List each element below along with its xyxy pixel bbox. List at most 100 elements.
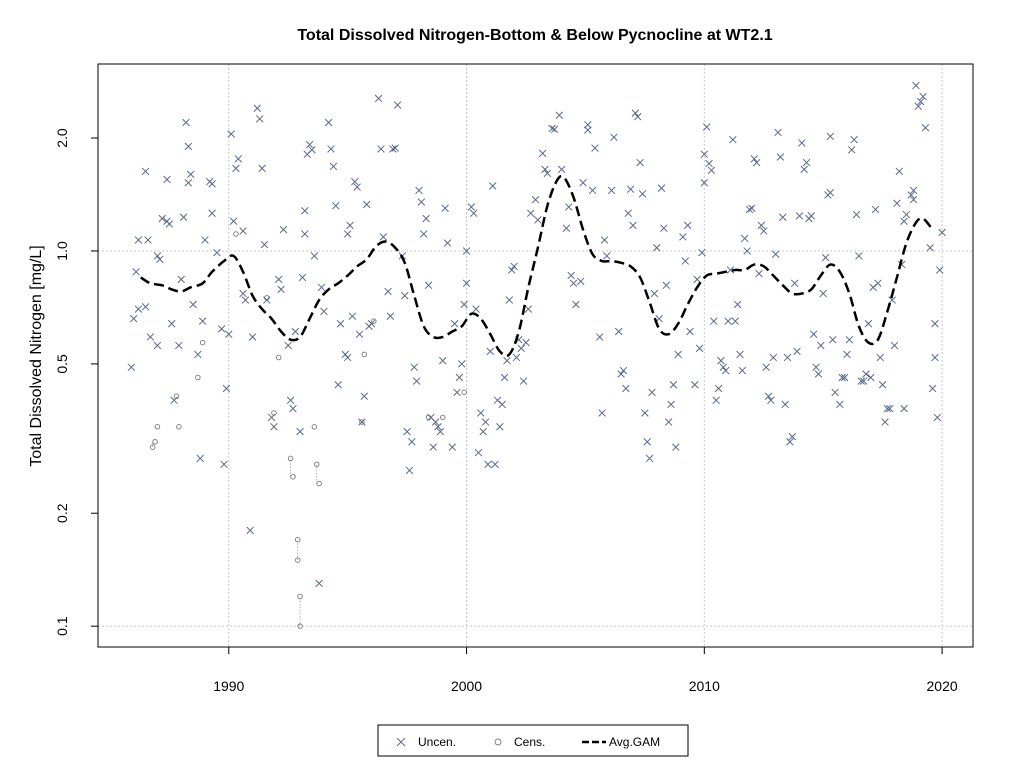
uncensored-point xyxy=(279,225,288,234)
censored-point xyxy=(314,461,320,468)
uncensored-point xyxy=(362,200,371,209)
censored-point xyxy=(290,474,296,480)
uncensored-point xyxy=(186,170,195,179)
uncensored-point xyxy=(600,236,609,244)
uncensored-point xyxy=(289,404,297,413)
uncensored-point xyxy=(534,216,542,224)
uncensored-point xyxy=(760,227,768,235)
uncensored-point xyxy=(393,101,402,109)
uncensored-point xyxy=(693,275,701,284)
uncensored-point xyxy=(624,209,632,218)
uncensored-point xyxy=(931,353,939,362)
uncensored-point xyxy=(876,353,885,362)
uncensored-point xyxy=(838,373,846,382)
uncensored-point xyxy=(229,217,238,226)
uncensored-point xyxy=(503,356,511,365)
uncensored-point xyxy=(424,281,433,290)
uncensored-point xyxy=(377,145,385,153)
uncensored-point xyxy=(836,400,844,409)
gam-line xyxy=(140,174,934,358)
uncensored-point xyxy=(562,224,571,232)
censored-point xyxy=(294,536,301,543)
uncensored-point xyxy=(653,243,661,252)
uncensored-point xyxy=(645,454,654,463)
uncensored-point xyxy=(512,353,521,362)
uncensored-point xyxy=(886,404,894,413)
uncensored-point xyxy=(622,384,630,393)
uncensored-point xyxy=(776,153,785,161)
uncensored-point xyxy=(798,139,806,147)
uncensored-point xyxy=(633,112,642,121)
uncensored-point xyxy=(909,186,918,195)
uncensored-point xyxy=(648,388,656,397)
uncensored-point xyxy=(565,203,573,211)
uncensored-point xyxy=(417,198,426,206)
censored-point xyxy=(199,339,206,346)
x-tick-label: 2020 xyxy=(927,678,958,694)
uncensored-point xyxy=(595,333,604,341)
uncensored-point xyxy=(498,400,506,409)
uncensored-point xyxy=(429,443,438,451)
uncensored-point xyxy=(793,347,801,356)
censored-point xyxy=(294,557,301,563)
uncensored-point xyxy=(507,266,516,274)
censored-point xyxy=(461,389,467,396)
uncensored-point xyxy=(883,404,892,413)
uncensored-point xyxy=(710,317,718,325)
uncensored-point xyxy=(638,190,647,198)
uncensored-point xyxy=(591,144,599,152)
uncensored-point xyxy=(790,279,799,288)
uncensored-point xyxy=(384,287,392,296)
uncensored-point xyxy=(400,291,409,300)
uncensored-point xyxy=(672,443,680,451)
legend-uncen-marker xyxy=(396,737,406,747)
legend-cens-label: Cens. xyxy=(514,735,545,749)
uncensored-point xyxy=(415,186,423,195)
uncensored-point xyxy=(422,214,430,223)
uncensored-point xyxy=(481,418,490,426)
uncensored-point xyxy=(538,149,547,158)
uncensored-point xyxy=(524,305,533,313)
uncensored-point xyxy=(724,317,732,325)
uncensored-point xyxy=(579,178,587,187)
uncensored-point xyxy=(662,281,671,290)
uncensored-point xyxy=(198,317,207,325)
uncensored-point xyxy=(477,409,485,417)
chart-title: Total Dissolved Nitrogen-Bottom & Below … xyxy=(297,27,772,44)
uncensored-point xyxy=(453,388,461,397)
uncensored-point xyxy=(878,380,887,389)
uncensored-point xyxy=(227,130,235,138)
uncensored-point xyxy=(222,384,231,393)
uncensored-point xyxy=(194,350,202,359)
uncensored-point xyxy=(686,327,694,336)
uncensored-point xyxy=(412,377,421,385)
uncensored-point xyxy=(360,392,369,401)
uncensored-point xyxy=(522,338,530,347)
legend: Uncen. Cens. Avg.GAM xyxy=(377,724,689,757)
uncensored-point xyxy=(933,413,942,422)
plot-frame xyxy=(97,63,974,648)
uncensored-point xyxy=(336,319,345,328)
uncensored-point xyxy=(893,199,901,208)
grid-lines xyxy=(98,64,973,647)
y-tick-label: 0.5 xyxy=(54,354,70,374)
uncensored-point xyxy=(436,427,445,436)
uncensored-point xyxy=(569,279,578,288)
y-tick-label: 1.0 xyxy=(54,241,70,261)
uncensored-point xyxy=(208,180,216,188)
uncensored-point xyxy=(189,300,197,309)
uncensored-point xyxy=(324,118,333,127)
uncensored-point xyxy=(928,384,937,393)
uncensored-point xyxy=(334,380,342,389)
uncensored-point xyxy=(491,460,499,469)
censored-point xyxy=(149,444,156,450)
censored-point xyxy=(371,318,377,324)
uncensored-point xyxy=(555,111,564,119)
uncensored-point xyxy=(576,277,585,286)
uncensored-point xyxy=(220,460,228,469)
uncensored-point xyxy=(196,454,204,463)
uncensored-point xyxy=(916,97,925,106)
legend-cens-marker xyxy=(494,738,502,746)
uncensored-point xyxy=(900,217,908,226)
uncensored-point xyxy=(607,186,616,195)
